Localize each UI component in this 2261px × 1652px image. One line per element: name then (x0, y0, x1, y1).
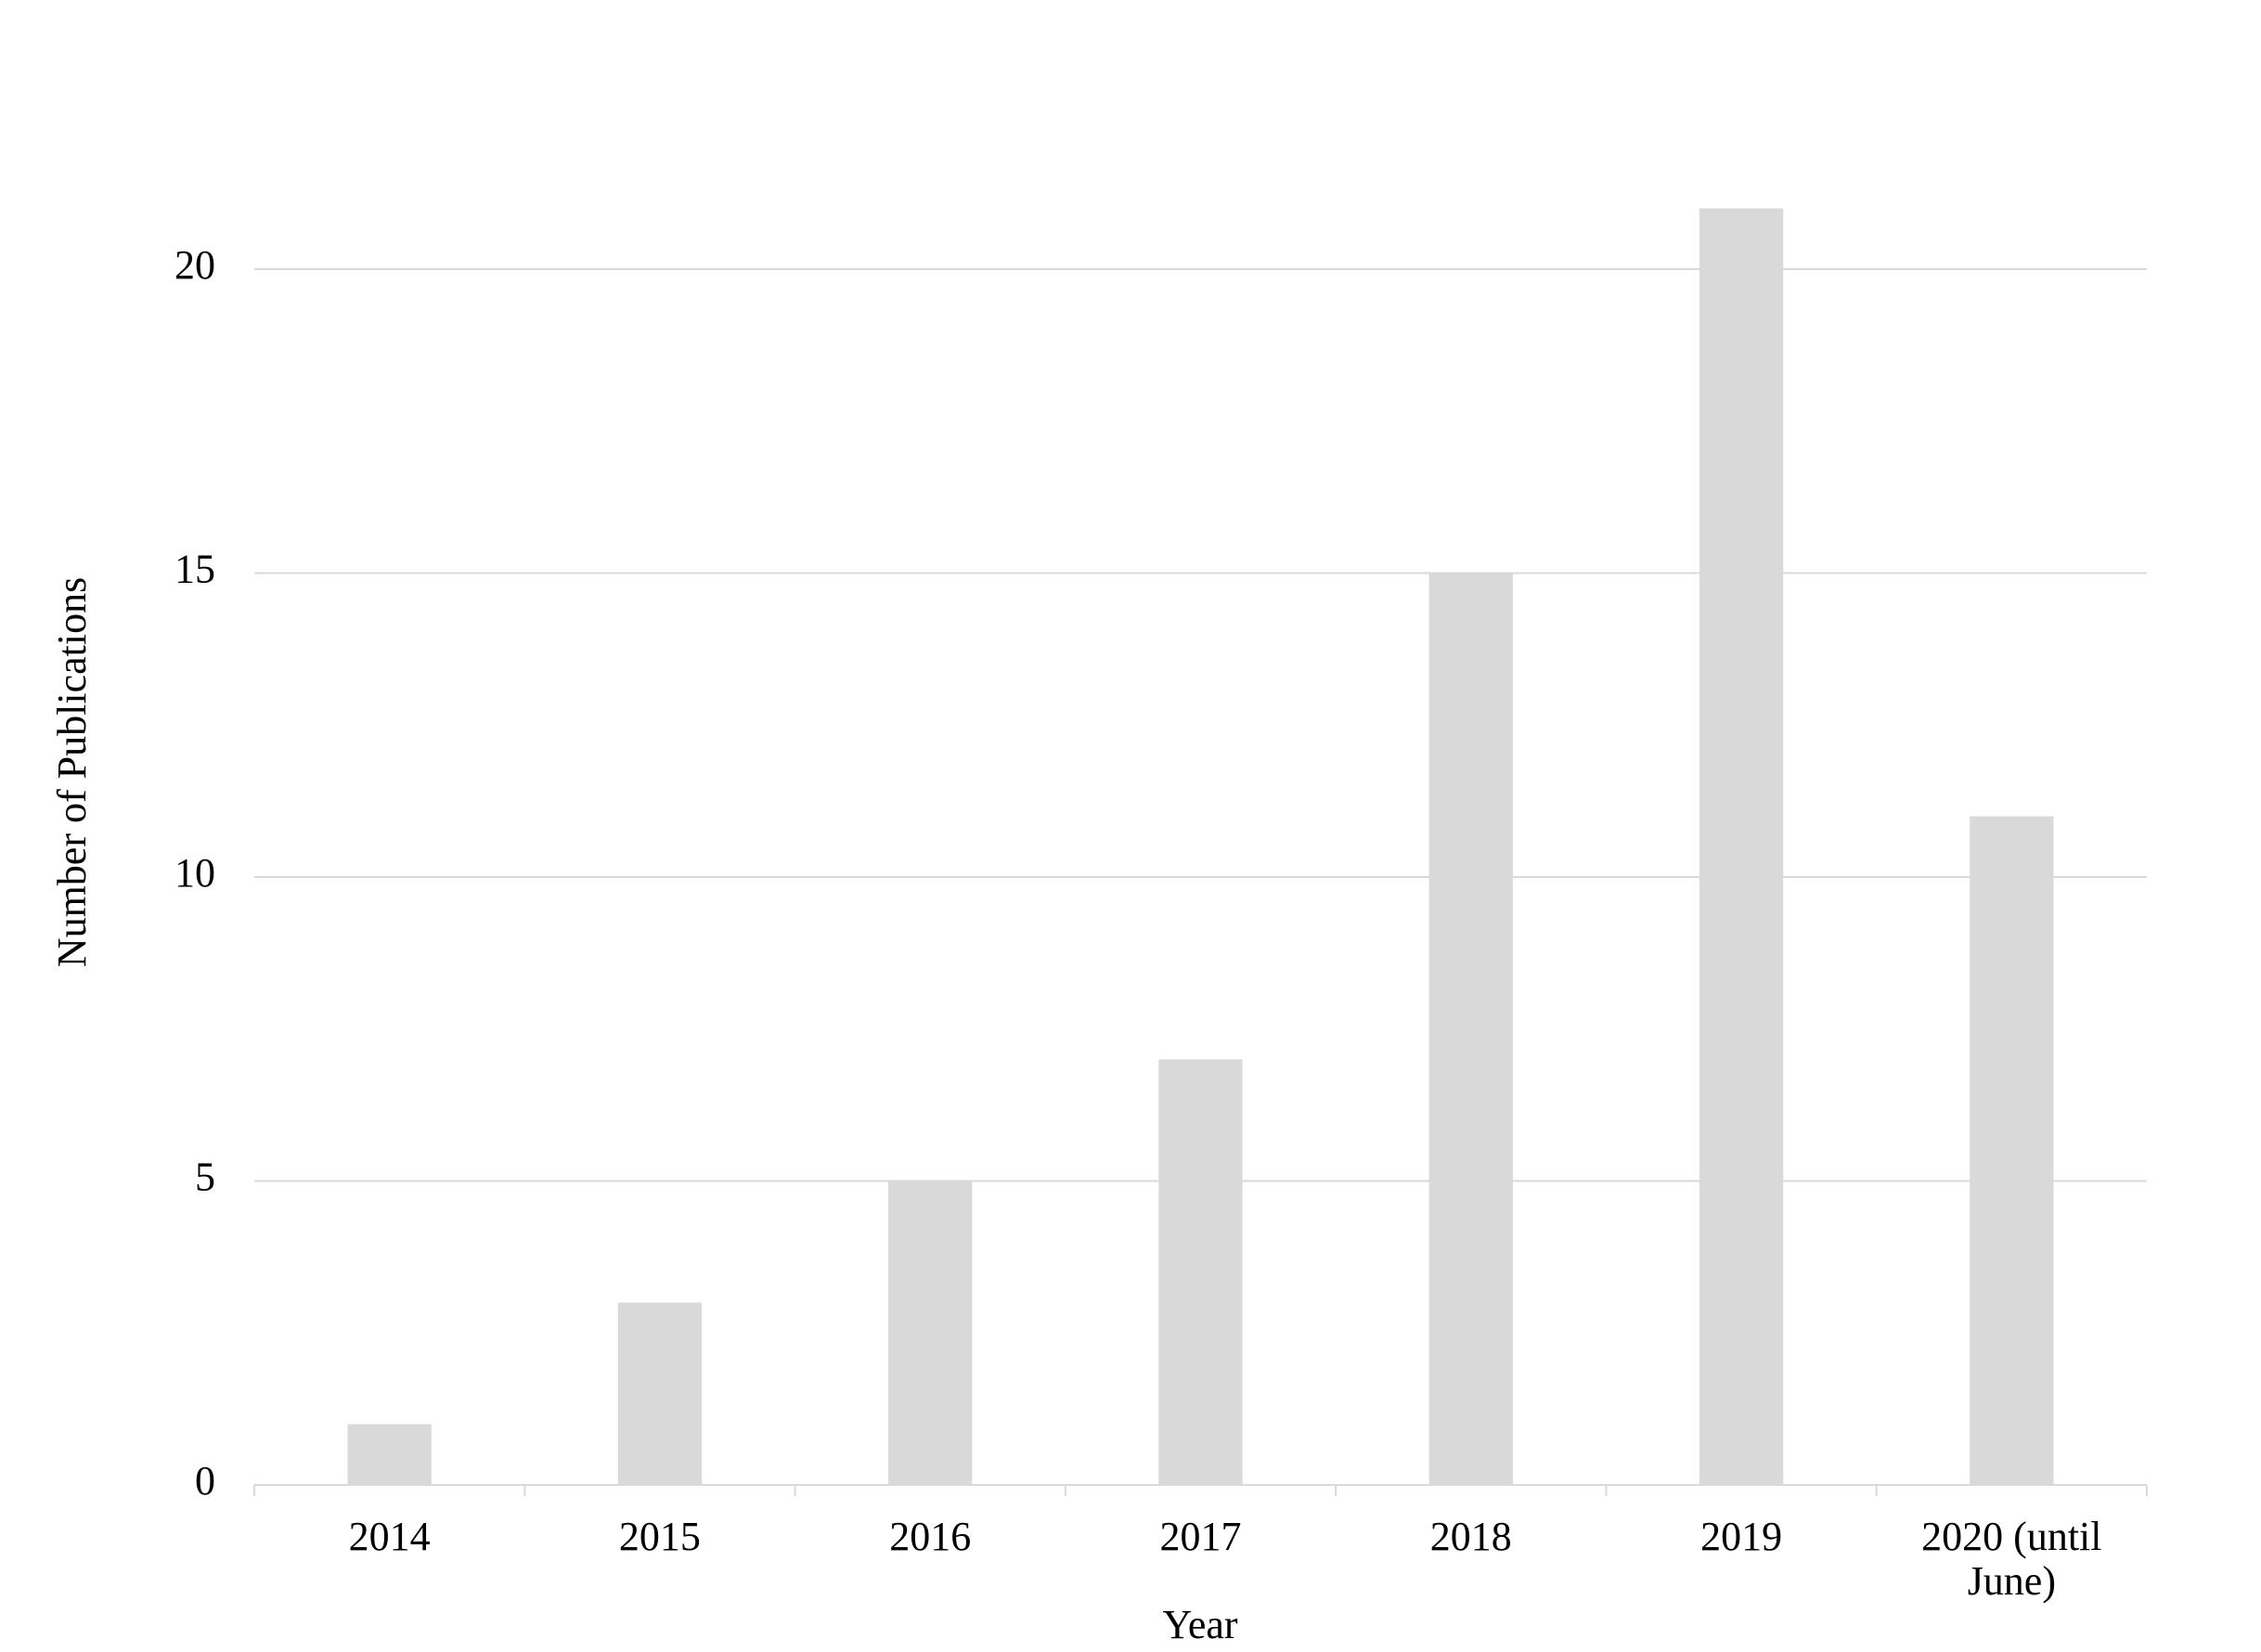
x-tick-label-box: 2017 (1159, 1515, 1242, 1559)
x-axis-label: Year (1162, 1602, 1237, 1647)
x-tick-label: 2017 (1159, 1515, 1242, 1559)
x-tick-label-box: 2020 (until June) (1921, 1515, 2102, 1604)
y-axis-label: Number of Publications (49, 577, 95, 967)
y-tick-label: 5 (195, 1155, 215, 1200)
x-tick-label: 2020 (until June) (1921, 1515, 2102, 1604)
x-tick-label: 2015 (618, 1515, 701, 1559)
y-tick-label: 0 (195, 1458, 215, 1504)
bar (617, 1302, 703, 1485)
bar (888, 1181, 973, 1485)
bar (347, 1424, 432, 1485)
x-tick-label-box: 2019 (1700, 1515, 1783, 1559)
x-tick-label-box: 2015 (618, 1515, 701, 1559)
x-tick-label-box: 2016 (889, 1515, 972, 1559)
y-tick-label: 10 (174, 850, 215, 896)
x-tick-label: 2016 (889, 1515, 972, 1559)
bar (1158, 1059, 1243, 1485)
bar (1699, 208, 1784, 1485)
x-tick-label-box: 2018 (1429, 1515, 1512, 1559)
x-tick-label: 2019 (1700, 1515, 1783, 1559)
bar (1428, 573, 1513, 1485)
y-tick-label: 20 (174, 242, 215, 288)
x-tick-label-box: 2014 (348, 1515, 431, 1559)
x-tick-label: 2018 (1429, 1515, 1512, 1559)
bar (1970, 816, 2054, 1485)
y-tick-label: 15 (174, 547, 215, 592)
x-tick-label: 2014 (348, 1515, 431, 1559)
